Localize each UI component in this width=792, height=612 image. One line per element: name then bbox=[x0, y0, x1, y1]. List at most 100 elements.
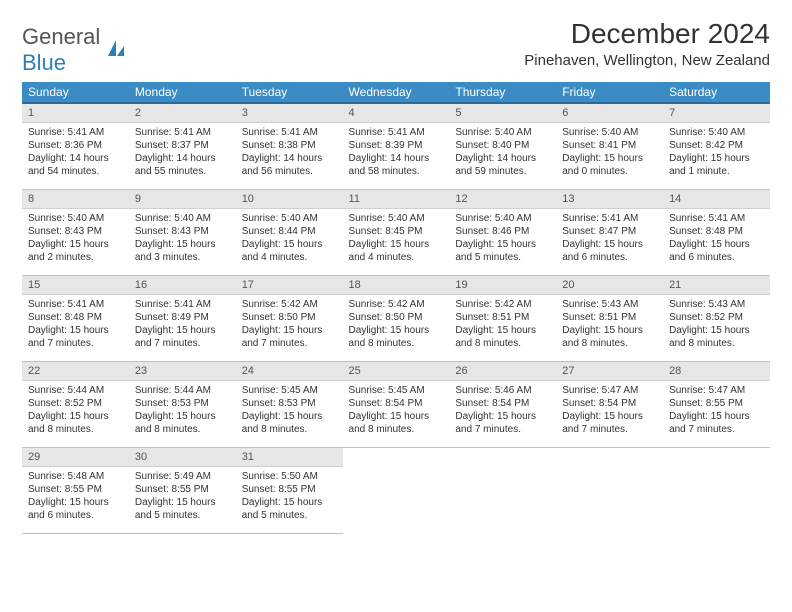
weekday-header: Sunday bbox=[22, 82, 129, 103]
day-body: Sunrise: 5:50 AMSunset: 8:55 PMDaylight:… bbox=[236, 467, 343, 530]
day-number: 10 bbox=[236, 190, 343, 209]
logo-text-2: Blue bbox=[22, 50, 100, 76]
day-body: Sunrise: 5:40 AMSunset: 8:44 PMDaylight:… bbox=[236, 209, 343, 272]
day-number: 21 bbox=[663, 276, 770, 295]
location: Pinehaven, Wellington, New Zealand bbox=[524, 52, 770, 69]
day-number: 9 bbox=[129, 190, 236, 209]
day-number: 4 bbox=[343, 104, 450, 123]
logo-sail-icon bbox=[104, 36, 128, 65]
day-cell: 15Sunrise: 5:41 AMSunset: 8:48 PMDayligh… bbox=[22, 275, 129, 361]
day-cell: 21Sunrise: 5:43 AMSunset: 8:52 PMDayligh… bbox=[663, 275, 770, 361]
day-number: 13 bbox=[556, 190, 663, 209]
day-cell: 9Sunrise: 5:40 AMSunset: 8:43 PMDaylight… bbox=[129, 189, 236, 275]
day-cell: 4Sunrise: 5:41 AMSunset: 8:39 PMDaylight… bbox=[343, 103, 450, 189]
day-cell: 18Sunrise: 5:42 AMSunset: 8:50 PMDayligh… bbox=[343, 275, 450, 361]
week-row: 1Sunrise: 5:41 AMSunset: 8:36 PMDaylight… bbox=[22, 103, 770, 189]
day-cell: 11Sunrise: 5:40 AMSunset: 8:45 PMDayligh… bbox=[343, 189, 450, 275]
day-body: Sunrise: 5:42 AMSunset: 8:50 PMDaylight:… bbox=[236, 295, 343, 358]
day-body: Sunrise: 5:41 AMSunset: 8:48 PMDaylight:… bbox=[22, 295, 129, 358]
day-cell: 12Sunrise: 5:40 AMSunset: 8:46 PMDayligh… bbox=[449, 189, 556, 275]
day-cell bbox=[556, 447, 663, 533]
day-cell: 24Sunrise: 5:45 AMSunset: 8:53 PMDayligh… bbox=[236, 361, 343, 447]
day-number: 27 bbox=[556, 362, 663, 381]
day-number: 29 bbox=[22, 448, 129, 467]
day-cell: 2Sunrise: 5:41 AMSunset: 8:37 PMDaylight… bbox=[129, 103, 236, 189]
day-body: Sunrise: 5:40 AMSunset: 8:43 PMDaylight:… bbox=[129, 209, 236, 272]
day-number: 18 bbox=[343, 276, 450, 295]
header: General Blue December 2024 Pinehaven, We… bbox=[22, 18, 770, 76]
day-cell: 6Sunrise: 5:40 AMSunset: 8:41 PMDaylight… bbox=[556, 103, 663, 189]
day-cell: 20Sunrise: 5:43 AMSunset: 8:51 PMDayligh… bbox=[556, 275, 663, 361]
day-body: Sunrise: 5:41 AMSunset: 8:48 PMDaylight:… bbox=[663, 209, 770, 272]
day-body: Sunrise: 5:47 AMSunset: 8:55 PMDaylight:… bbox=[663, 381, 770, 444]
day-body: Sunrise: 5:41 AMSunset: 8:38 PMDaylight:… bbox=[236, 123, 343, 186]
day-body: Sunrise: 5:44 AMSunset: 8:52 PMDaylight:… bbox=[22, 381, 129, 444]
weekday-header: Wednesday bbox=[343, 82, 450, 103]
week-row: 8Sunrise: 5:40 AMSunset: 8:43 PMDaylight… bbox=[22, 189, 770, 275]
day-cell: 31Sunrise: 5:50 AMSunset: 8:55 PMDayligh… bbox=[236, 447, 343, 533]
logo: General Blue bbox=[22, 18, 128, 76]
day-body: Sunrise: 5:49 AMSunset: 8:55 PMDaylight:… bbox=[129, 467, 236, 530]
calendar-table: SundayMondayTuesdayWednesdayThursdayFrid… bbox=[22, 82, 770, 534]
day-body: Sunrise: 5:44 AMSunset: 8:53 PMDaylight:… bbox=[129, 381, 236, 444]
day-body: Sunrise: 5:41 AMSunset: 8:49 PMDaylight:… bbox=[129, 295, 236, 358]
day-number: 20 bbox=[556, 276, 663, 295]
day-number: 19 bbox=[449, 276, 556, 295]
day-cell: 26Sunrise: 5:46 AMSunset: 8:54 PMDayligh… bbox=[449, 361, 556, 447]
day-cell bbox=[449, 447, 556, 533]
calendar-header-row: SundayMondayTuesdayWednesdayThursdayFrid… bbox=[22, 82, 770, 103]
day-number: 24 bbox=[236, 362, 343, 381]
week-row: 29Sunrise: 5:48 AMSunset: 8:55 PMDayligh… bbox=[22, 447, 770, 533]
day-body: Sunrise: 5:43 AMSunset: 8:51 PMDaylight:… bbox=[556, 295, 663, 358]
day-number: 1 bbox=[22, 104, 129, 123]
day-body: Sunrise: 5:42 AMSunset: 8:50 PMDaylight:… bbox=[343, 295, 450, 358]
weekday-header: Thursday bbox=[449, 82, 556, 103]
day-body: Sunrise: 5:45 AMSunset: 8:53 PMDaylight:… bbox=[236, 381, 343, 444]
day-body: Sunrise: 5:43 AMSunset: 8:52 PMDaylight:… bbox=[663, 295, 770, 358]
day-number: 2 bbox=[129, 104, 236, 123]
day-body: Sunrise: 5:40 AMSunset: 8:46 PMDaylight:… bbox=[449, 209, 556, 272]
day-body: Sunrise: 5:41 AMSunset: 8:36 PMDaylight:… bbox=[22, 123, 129, 186]
day-number: 22 bbox=[22, 362, 129, 381]
day-number: 30 bbox=[129, 448, 236, 467]
day-cell bbox=[343, 447, 450, 533]
day-body: Sunrise: 5:40 AMSunset: 8:43 PMDaylight:… bbox=[22, 209, 129, 272]
day-cell: 14Sunrise: 5:41 AMSunset: 8:48 PMDayligh… bbox=[663, 189, 770, 275]
day-cell: 1Sunrise: 5:41 AMSunset: 8:36 PMDaylight… bbox=[22, 103, 129, 189]
day-body: Sunrise: 5:40 AMSunset: 8:42 PMDaylight:… bbox=[663, 123, 770, 186]
weekday-header: Saturday bbox=[663, 82, 770, 103]
week-row: 15Sunrise: 5:41 AMSunset: 8:48 PMDayligh… bbox=[22, 275, 770, 361]
day-cell: 5Sunrise: 5:40 AMSunset: 8:40 PMDaylight… bbox=[449, 103, 556, 189]
day-cell: 19Sunrise: 5:42 AMSunset: 8:51 PMDayligh… bbox=[449, 275, 556, 361]
week-row: 22Sunrise: 5:44 AMSunset: 8:52 PMDayligh… bbox=[22, 361, 770, 447]
day-body: Sunrise: 5:41 AMSunset: 8:39 PMDaylight:… bbox=[343, 123, 450, 186]
day-cell: 23Sunrise: 5:44 AMSunset: 8:53 PMDayligh… bbox=[129, 361, 236, 447]
day-number: 14 bbox=[663, 190, 770, 209]
weekday-header: Friday bbox=[556, 82, 663, 103]
day-cell: 7Sunrise: 5:40 AMSunset: 8:42 PMDaylight… bbox=[663, 103, 770, 189]
day-body: Sunrise: 5:42 AMSunset: 8:51 PMDaylight:… bbox=[449, 295, 556, 358]
day-number: 5 bbox=[449, 104, 556, 123]
day-number: 16 bbox=[129, 276, 236, 295]
weekday-header: Tuesday bbox=[236, 82, 343, 103]
day-cell: 16Sunrise: 5:41 AMSunset: 8:49 PMDayligh… bbox=[129, 275, 236, 361]
day-number: 31 bbox=[236, 448, 343, 467]
day-body: Sunrise: 5:45 AMSunset: 8:54 PMDaylight:… bbox=[343, 381, 450, 444]
day-body: Sunrise: 5:40 AMSunset: 8:40 PMDaylight:… bbox=[449, 123, 556, 186]
day-cell: 3Sunrise: 5:41 AMSunset: 8:38 PMDaylight… bbox=[236, 103, 343, 189]
day-number: 12 bbox=[449, 190, 556, 209]
day-cell: 25Sunrise: 5:45 AMSunset: 8:54 PMDayligh… bbox=[343, 361, 450, 447]
day-cell: 29Sunrise: 5:48 AMSunset: 8:55 PMDayligh… bbox=[22, 447, 129, 533]
day-body: Sunrise: 5:40 AMSunset: 8:41 PMDaylight:… bbox=[556, 123, 663, 186]
day-cell: 28Sunrise: 5:47 AMSunset: 8:55 PMDayligh… bbox=[663, 361, 770, 447]
day-cell: 10Sunrise: 5:40 AMSunset: 8:44 PMDayligh… bbox=[236, 189, 343, 275]
day-number: 15 bbox=[22, 276, 129, 295]
day-cell bbox=[663, 447, 770, 533]
day-number: 26 bbox=[449, 362, 556, 381]
day-number: 11 bbox=[343, 190, 450, 209]
day-number: 17 bbox=[236, 276, 343, 295]
day-number: 28 bbox=[663, 362, 770, 381]
day-body: Sunrise: 5:41 AMSunset: 8:37 PMDaylight:… bbox=[129, 123, 236, 186]
day-cell: 27Sunrise: 5:47 AMSunset: 8:54 PMDayligh… bbox=[556, 361, 663, 447]
day-number: 7 bbox=[663, 104, 770, 123]
